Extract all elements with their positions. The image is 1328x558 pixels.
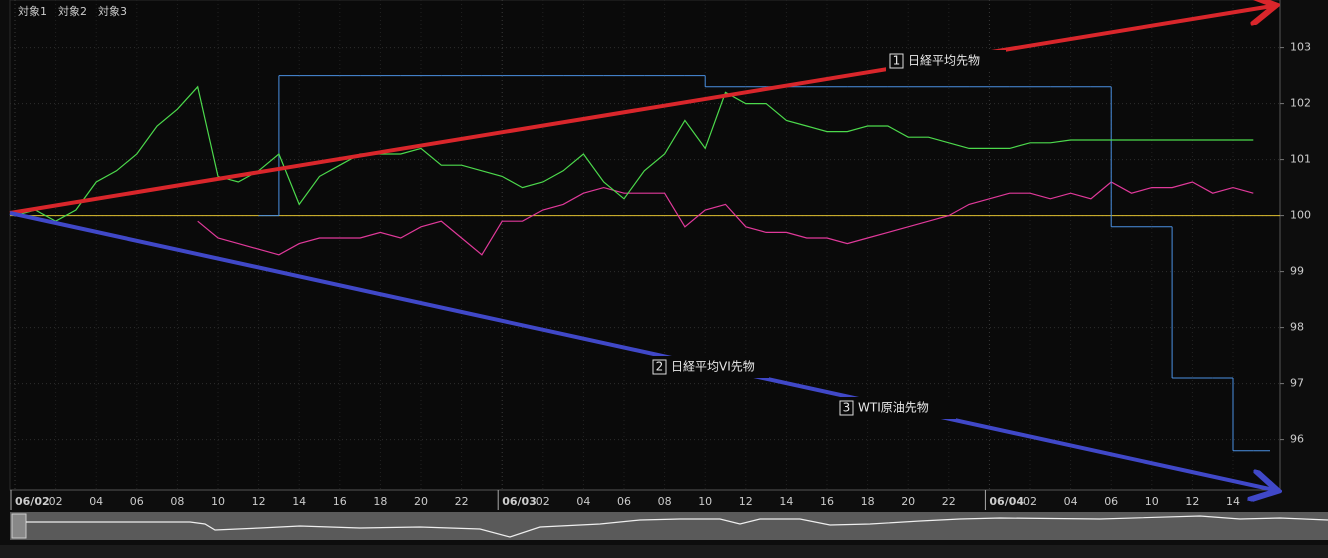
x-tick-label: 06 — [617, 495, 631, 508]
x-tick-label: 20 — [901, 495, 915, 508]
x-tick-label: 10 — [211, 495, 225, 508]
y-tick-label: 102 — [1290, 97, 1311, 110]
annotation-number-box — [889, 53, 904, 69]
x-tick-label: 06/02 — [15, 495, 50, 508]
navigator-line — [26, 515, 1328, 538]
annotation-text: 日経平均VI先物 — [671, 360, 755, 374]
x-tick-label: 04 — [1064, 495, 1078, 508]
y-tick-label: 101 — [1290, 153, 1311, 166]
annotation-bg — [649, 356, 769, 378]
annotation-number-box — [652, 359, 667, 375]
annotation-number: 1 — [893, 54, 901, 68]
x-tick-label: 16 — [820, 495, 834, 508]
status-strip — [0, 545, 1328, 558]
y-tick-label: 96 — [1290, 433, 1304, 446]
x-tick-label: 08 — [658, 495, 672, 508]
annotation-text: WTI原油先物 — [858, 401, 929, 415]
y-tick-label: 100 — [1290, 209, 1311, 222]
x-tick-label: 16 — [333, 495, 347, 508]
y-tick-label: 97 — [1290, 377, 1304, 390]
x-tick-label: 02 — [536, 495, 550, 508]
x-tick-label: 06/04 — [989, 495, 1024, 508]
x-tick-label: 22 — [455, 495, 469, 508]
x-tick-label: 04 — [576, 495, 590, 508]
x-tick-label: 14 — [779, 495, 793, 508]
y-tick-label: 98 — [1290, 321, 1304, 334]
navigator-track — [10, 512, 1328, 540]
x-tick-label: 18 — [861, 495, 875, 508]
annotation-number: 3 — [843, 401, 851, 415]
legend-entry: 対象3 — [98, 4, 127, 18]
x-tick-label: 22 — [942, 495, 956, 508]
x-tick-label: 06 — [1104, 495, 1118, 508]
legend-entry: 対象2 — [58, 4, 87, 18]
legend: 対象1 対象2 対象3 — [18, 4, 127, 18]
x-tick-label: 06 — [130, 495, 144, 508]
annotation-number-box — [839, 400, 854, 416]
overlay — [9, 6, 1274, 490]
x-tick-label: 04 — [89, 495, 103, 508]
x-tick-label: 10 — [698, 495, 712, 508]
annotation-bg — [886, 50, 1006, 72]
x-tick-label: 10 — [1145, 495, 1159, 508]
x-tick-label: 12 — [1185, 495, 1199, 508]
navigator-handle[interactable] — [11, 513, 27, 539]
trend-arrow-up — [9, 6, 1272, 215]
trend-arrow-down — [9, 211, 1274, 490]
x-tick-label: 12 — [739, 495, 753, 508]
navigator — [0, 512, 1328, 558]
legend-entry: 対象1 — [18, 4, 47, 18]
x-tick-label: 14 — [1226, 495, 1240, 508]
plot-area — [9, 0, 1281, 491]
x-tick-label: 12 — [252, 495, 266, 508]
y-tick-label: 99 — [1290, 265, 1304, 278]
x-tick-label: 20 — [414, 495, 428, 508]
x-tick-label: 14 — [292, 495, 306, 508]
annotation-text: 日経平均先物 — [908, 54, 980, 68]
x-tick-label: 06/03 — [502, 495, 537, 508]
series-line — [197, 181, 1254, 256]
x-tick-label: 02 — [1023, 495, 1037, 508]
x-tick-label: 02 — [49, 495, 63, 508]
annotation-bg — [836, 397, 956, 419]
annotations: 1 日経平均先物 2 日経平均VI先物 3 WTI原油先物 — [649, 50, 1006, 419]
x-tick-label: 08 — [170, 495, 184, 508]
y-tick-label: 103 — [1290, 41, 1311, 54]
x-tick-label: 18 — [373, 495, 387, 508]
annotation-number: 2 — [656, 360, 664, 374]
